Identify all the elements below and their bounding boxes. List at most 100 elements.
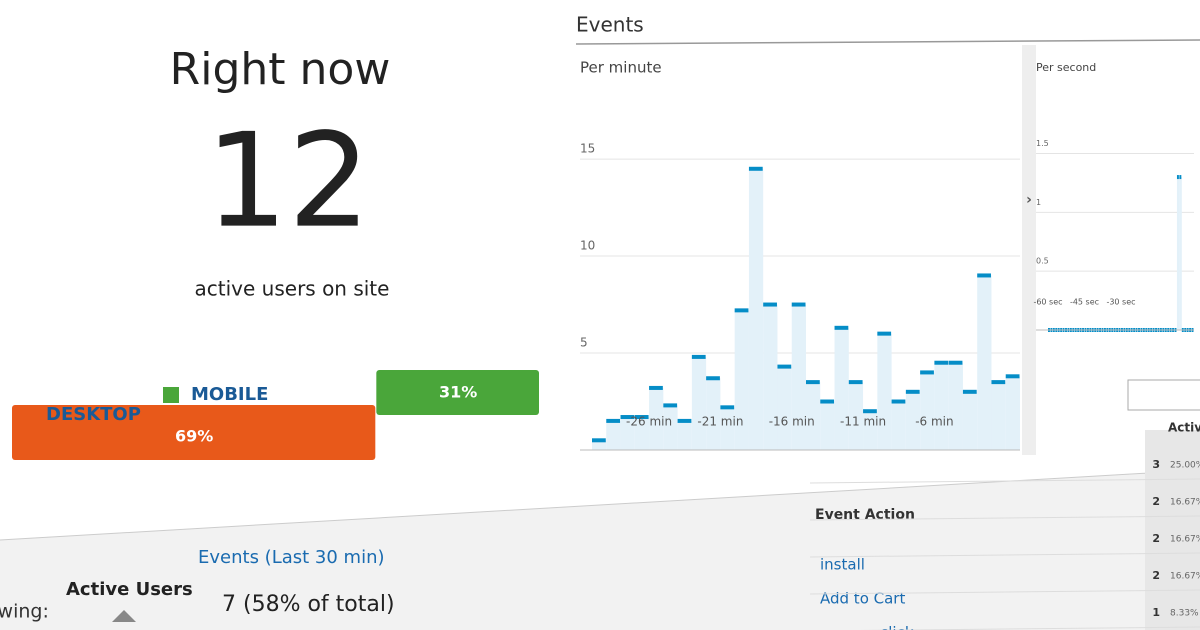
y-tick-label: 5 (580, 336, 588, 350)
bar (948, 362, 963, 450)
bar (877, 333, 892, 450)
active-users-count: 3 (1152, 458, 1160, 471)
device-bar (376, 370, 539, 415)
bar-cap (649, 385, 663, 390)
bar (1179, 177, 1182, 330)
bar-cap (991, 380, 1006, 385)
legend-label: MOBILE (191, 384, 268, 405)
bar-cap (848, 380, 863, 385)
bar-cap (806, 380, 820, 385)
device-percent: 31% (439, 383, 477, 402)
row-rule (809, 478, 1200, 484)
legend-label: DESKTOP (46, 404, 141, 425)
bar (934, 362, 949, 450)
y-tick-label: 10 (580, 239, 595, 253)
bar (620, 417, 635, 450)
bar (720, 407, 735, 450)
device-bar (12, 405, 376, 460)
table-top-rule (0, 469, 1200, 541)
x-tick-label: -26 min (626, 415, 672, 429)
bar-cap (620, 415, 635, 420)
bar-cap (1179, 175, 1182, 180)
row-rule (809, 515, 1200, 521)
y-tick-label: 0.5 (1036, 257, 1049, 266)
bar (1005, 376, 1020, 450)
bar (606, 420, 621, 450)
x-tick-label: -45 sec (1070, 298, 1099, 307)
chart-label: Per second (1036, 61, 1096, 74)
bar (905, 391, 921, 450)
row-rule (858, 626, 1200, 630)
event-action[interactable]: click (880, 624, 914, 630)
row-rule (809, 589, 1200, 595)
bar-cap (691, 354, 706, 359)
event-action[interactable]: install (820, 556, 865, 574)
legend-swatch (163, 387, 179, 403)
row-rule (809, 552, 1200, 558)
bar-cap (791, 302, 806, 307)
table-band (0, 470, 1200, 630)
legend-swatch (18, 407, 34, 423)
bar-cap (977, 273, 991, 278)
bar (649, 387, 664, 450)
event-action[interactable]: Add to Cart (820, 590, 905, 608)
x-tick-label: -11 min (840, 415, 886, 429)
divider-arrow: › (1026, 192, 1032, 208)
bar-cap (677, 418, 692, 423)
bar-cap (734, 308, 749, 313)
active-users-count: 2 (1152, 532, 1160, 545)
bar-cap (720, 405, 735, 410)
bar (734, 310, 749, 450)
active-subtitle: active users on site (195, 277, 390, 301)
summary: 7 (58% of total) (222, 592, 395, 617)
y-tick-label: 15 (580, 142, 595, 156)
chart-label: Per minute (580, 59, 662, 77)
bar (848, 382, 864, 450)
bar-cap (948, 360, 963, 365)
x-tick-label: -30 sec (1106, 298, 1135, 307)
active-users-percent: 16.67% (1170, 572, 1200, 582)
x-tick-label: -6 min (915, 415, 953, 429)
bar-cap (920, 370, 934, 375)
bar (691, 356, 707, 450)
bar-cap (663, 403, 678, 408)
active-users-percent: 8.33% (1170, 609, 1199, 619)
x-tick-label: -60 sec (1033, 298, 1062, 307)
bar-cap (777, 364, 792, 369)
active-users-percent: 16.67% (1170, 535, 1200, 545)
active-count: 12 (205, 105, 370, 257)
y-tick-label: 1 (1036, 198, 1041, 207)
bar-cap (820, 399, 835, 404)
bar-cap (934, 360, 949, 365)
chart-divider (1022, 45, 1036, 455)
bar (1176, 177, 1180, 330)
bar-cap (706, 376, 720, 381)
bar-cap (962, 389, 977, 394)
search-box (1127, 379, 1200, 411)
bar-cap (748, 166, 763, 171)
device-percent: 69% (175, 427, 213, 446)
viewing-label: Viewing: (0, 601, 49, 623)
events-rule (575, 39, 1200, 45)
bar-cap (763, 302, 777, 307)
active-users-count: 2 (1152, 569, 1160, 582)
bar-cap (905, 389, 920, 394)
table-header: Active Users (1168, 421, 1200, 435)
tab-pointer (112, 610, 136, 622)
active-users-percent: 16.67% (1170, 498, 1200, 508)
x-tick-label: -16 min (769, 415, 815, 429)
bar (634, 417, 650, 450)
bar (977, 275, 992, 450)
bar-cap (891, 399, 906, 404)
bar (806, 382, 821, 450)
bar (663, 405, 678, 450)
bar-cap (606, 418, 621, 423)
events-tab[interactable]: Events (Last 30 min) (198, 547, 385, 568)
bar (791, 304, 806, 450)
bar-cap (834, 325, 849, 330)
bar-cap (592, 438, 606, 443)
bar (863, 411, 878, 450)
bar-cap (877, 331, 892, 336)
